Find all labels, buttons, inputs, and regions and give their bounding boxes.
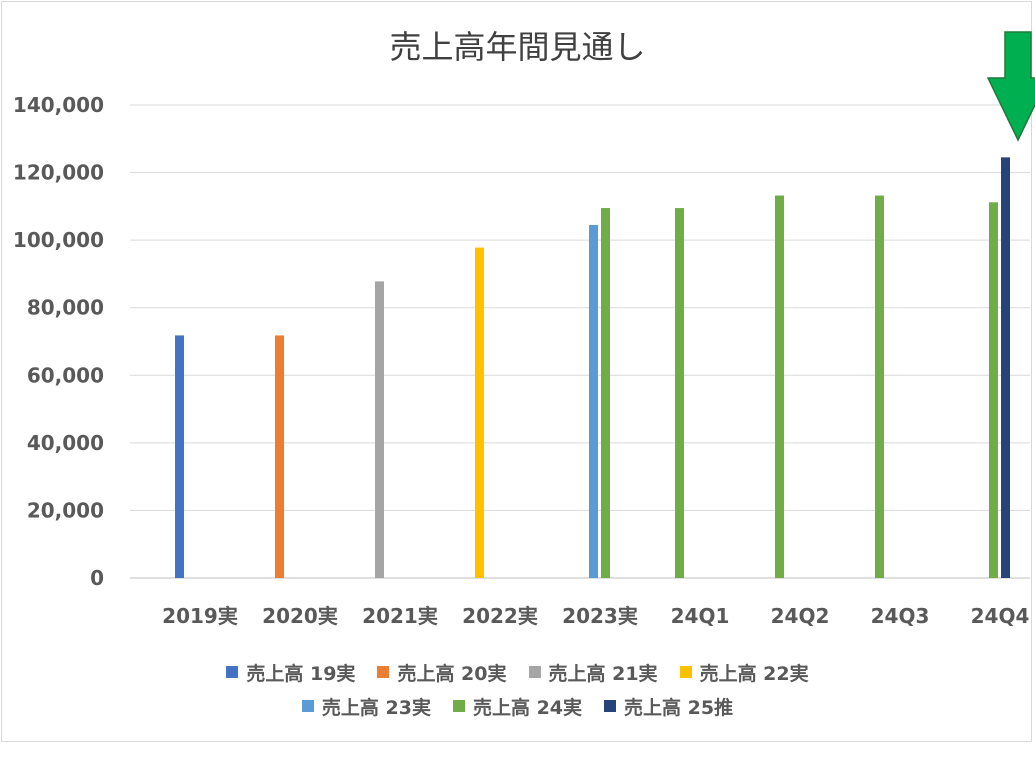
bar [375,281,384,578]
legend-item: 売上高 23実 [301,693,431,720]
x-tick-label: 2021実 [362,604,438,628]
y-tick-label: 80,000 [27,296,104,320]
y-tick-label: 100,000 [13,228,104,252]
y-tick-label: 120,000 [13,161,104,185]
bar [601,208,610,578]
bar [1001,157,1010,578]
chart-title: 売上高年間見通し [389,28,646,66]
bars [175,157,1010,579]
annotations [986,31,1035,142]
legend-item: 売上高 20実 [377,659,507,686]
legend-label: 売上高 25推 [624,696,734,719]
x-tick-label: 2023実 [562,604,638,628]
x-tick-label: 2022実 [462,604,538,628]
legend-swatch [604,700,617,712]
legend-swatch [528,666,541,678]
legend-item: 売上高 22実 [679,659,809,686]
y-tick-label: 0 [90,566,104,590]
y-axis-ticks: 0 20,000 40,000 60,000 80,000 100,000 120,000 1… [13,93,104,590]
bar [775,195,784,578]
x-tick-label: 24Q3 [871,604,930,628]
bar [875,195,884,578]
x-tick-label: 24Q4 [971,604,1030,628]
bar [589,224,598,579]
bar [989,202,998,578]
legend-row: 売上高 19実 売上高 20実 売上高 21実 売上高 22実 [0,655,1035,689]
y-tick-label: 40,000 [27,431,104,455]
legend-item: 売上高 19実 [226,659,355,686]
x-tick-label: 2019実 [162,604,238,628]
chart-frame [1,1,1032,742]
legend-label: 売上高 20実 [397,662,507,685]
legend-label: 売上高 19実 [246,662,356,685]
legend-swatch [226,666,239,678]
legend: 売上高 19実 売上高 20実 売上高 21実 売上高 22実 売上高 23実 売上高 … [0,655,1035,723]
x-tick-label: 2020実 [262,604,338,628]
legend-item: 売上高 25推 [604,693,733,720]
legend-label: 売上高 23実 [321,696,431,719]
down-arrow-icon [986,31,1035,142]
bar [475,247,484,578]
bar [675,208,684,578]
y-tick-label: 20,000 [27,498,104,522]
legend-swatch [301,700,314,712]
legend-swatch [377,666,390,678]
gridlines [130,104,1030,579]
legend-label: 売上高 24実 [472,696,583,719]
legend-row: 売上高 23実 売上高 24実 売上高 25推 [0,689,1035,723]
x-tick-label: 24Q2 [771,604,830,628]
legend-swatch [679,666,692,678]
legend-label: 売上高 21実 [548,662,658,685]
legend-label: 売上高 22実 [699,662,809,685]
legend-swatch [452,700,465,712]
y-tick-label: 140,000 [13,93,104,117]
x-axis-ticks: 2019実 2020実 2021実 2022実 2023実 24Q1 24Q2 24Q3 24Q… [162,604,1029,628]
legend-item: 売上高 21実 [528,659,658,686]
bar [275,335,284,578]
bar [175,335,184,578]
y-tick-label: 60,000 [27,363,104,387]
x-tick-label: 24Q1 [671,604,730,628]
legend-item: 売上高 24実 [452,693,583,720]
